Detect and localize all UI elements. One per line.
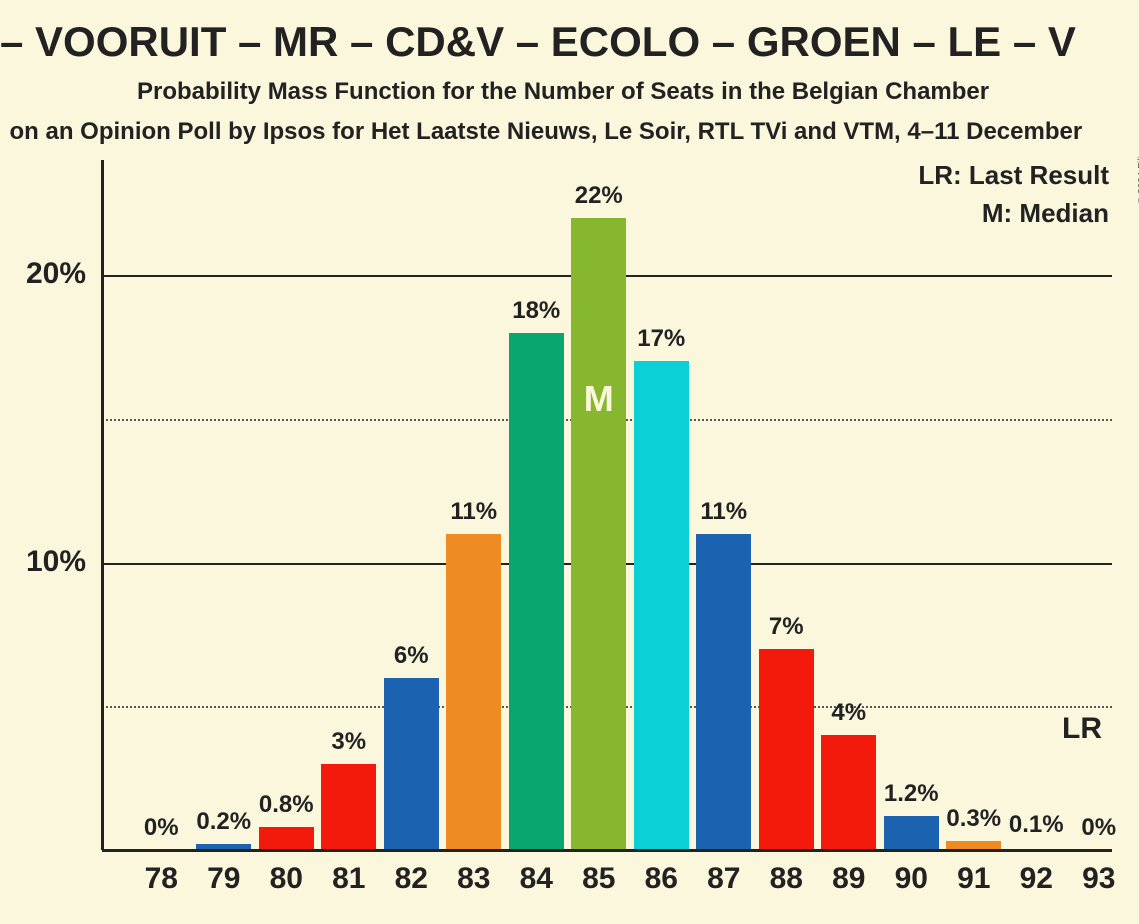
bar bbox=[509, 333, 564, 851]
bar bbox=[321, 764, 376, 850]
y-tick-label: 10% bbox=[26, 545, 86, 579]
x-tick-label: 89 bbox=[832, 862, 865, 896]
x-tick-label: 81 bbox=[332, 862, 365, 896]
x-tick-label: 83 bbox=[457, 862, 490, 896]
x-tick-label: 78 bbox=[145, 862, 178, 896]
bar bbox=[571, 218, 626, 851]
x-tick-label: 85 bbox=[582, 862, 615, 896]
x-tick-label: 84 bbox=[520, 862, 553, 896]
median-mark: M bbox=[584, 378, 614, 420]
chart-subtitle-1: Probability Mass Function for the Number… bbox=[137, 78, 989, 106]
bar bbox=[821, 735, 876, 850]
plot-area: 10%20%0%780.2%790.8%803%816%8211%8318%84… bbox=[102, 160, 1112, 850]
bar-value-label: 0% bbox=[1081, 814, 1116, 842]
bar bbox=[696, 534, 751, 850]
x-tick-label: 87 bbox=[707, 862, 740, 896]
x-tick-label: 80 bbox=[270, 862, 303, 896]
bar-value-label: 22% bbox=[575, 182, 623, 210]
bar-value-label: 0.8% bbox=[259, 791, 314, 819]
chart-subtitle-2: on an Opinion Poll by Ipsos for Het Laat… bbox=[10, 118, 1083, 146]
bar bbox=[384, 678, 439, 851]
y-axis bbox=[101, 160, 104, 850]
bar bbox=[446, 534, 501, 850]
x-tick-label: 93 bbox=[1082, 862, 1115, 896]
x-tick-label: 92 bbox=[1020, 862, 1053, 896]
x-tick-label: 79 bbox=[207, 862, 240, 896]
bar-value-label: 6% bbox=[394, 642, 429, 670]
y-tick-label: 20% bbox=[26, 257, 86, 291]
bar-value-label: 0.3% bbox=[946, 805, 1001, 833]
bar-value-label: 7% bbox=[769, 613, 804, 641]
bar bbox=[634, 361, 689, 850]
bar-value-label: 3% bbox=[331, 728, 366, 756]
bar-value-label: 0.1% bbox=[1009, 811, 1064, 839]
x-tick-label: 88 bbox=[770, 862, 803, 896]
bar-value-label: 18% bbox=[512, 297, 560, 325]
bar-value-label: 0.2% bbox=[196, 808, 251, 836]
chart-title: – VOORUIT – MR – CD&V – ECOLO – GROEN – … bbox=[0, 18, 1076, 66]
bar-value-label: 17% bbox=[637, 325, 685, 353]
bar-value-label: 4% bbox=[831, 699, 866, 727]
x-tick-label: 86 bbox=[645, 862, 678, 896]
chart-canvas: – VOORUIT – MR – CD&V – ECOLO – GROEN – … bbox=[0, 0, 1139, 924]
x-axis bbox=[102, 849, 1112, 852]
lr-mark: LR bbox=[1062, 712, 1102, 746]
x-tick-label: 82 bbox=[395, 862, 428, 896]
x-tick-label: 90 bbox=[895, 862, 928, 896]
x-tick-label: 91 bbox=[957, 862, 990, 896]
bar bbox=[259, 827, 314, 850]
bar-value-label: 0% bbox=[144, 814, 179, 842]
bar-value-label: 1.2% bbox=[884, 780, 939, 808]
bar bbox=[759, 649, 814, 850]
bar bbox=[884, 816, 939, 851]
bar-value-label: 11% bbox=[700, 498, 747, 526]
bar-value-label: 11% bbox=[450, 498, 497, 526]
